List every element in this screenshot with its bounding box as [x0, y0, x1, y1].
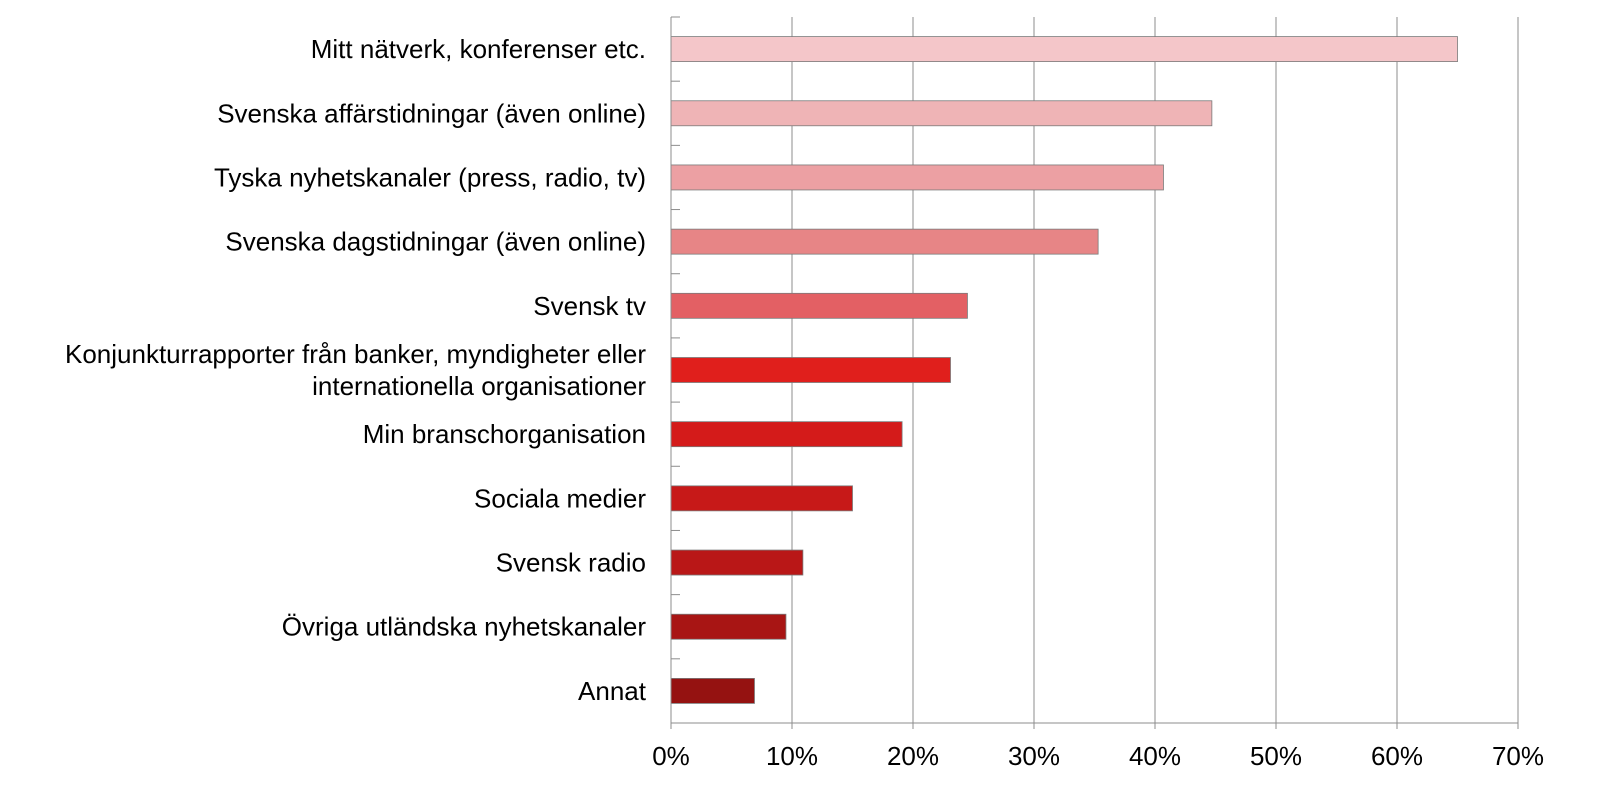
bar — [670, 421, 903, 448]
x-tick-labels: 0% 10% 20% 30% 40% 50% 60% 70% — [652, 741, 1544, 771]
bar — [670, 357, 951, 383]
category-label: Svensk radio — [496, 548, 646, 578]
x-tick-label: 60% — [1371, 741, 1423, 771]
x-tick-label: 70% — [1492, 741, 1544, 771]
bar — [670, 549, 804, 576]
bar — [670, 292, 968, 319]
x-tick-label: 30% — [1008, 741, 1060, 771]
x-tick-label: 40% — [1129, 741, 1181, 771]
category-label: Konjunkturrapporter från banker, myndigh… — [65, 339, 646, 401]
category-label: Sociala medier — [474, 483, 646, 513]
bar — [670, 164, 1164, 191]
bar — [670, 485, 853, 512]
category-label: Annat — [578, 676, 647, 706]
x-tick-label: 20% — [887, 741, 939, 771]
gridlines — [791, 17, 1519, 723]
category-label: Mitt nätverk, konferenser etc. — [311, 34, 646, 64]
x-tick-label: 50% — [1250, 741, 1302, 771]
axes — [670, 16, 1519, 729]
bar — [670, 36, 1458, 62]
bar — [670, 613, 787, 640]
category-labels: Mitt nätverk, konferenser etc. Svenska af… — [65, 34, 647, 706]
category-label: Tyska nyhetskanaler (press, radio, tv) — [214, 162, 646, 192]
bar — [670, 228, 1099, 255]
category-label: Svenska dagstidningar (även online) — [225, 227, 646, 257]
x-tick-label: 0% — [652, 741, 690, 771]
bars — [670, 36, 1458, 704]
category-label: Svenska affärstidningar (även online) — [217, 98, 646, 128]
category-label: Min branschorganisation — [363, 419, 646, 449]
bar — [670, 678, 755, 704]
bar — [670, 100, 1213, 127]
category-label: Svensk tv — [533, 291, 646, 321]
category-label: Övriga utländska nyhetskanaler — [282, 612, 647, 642]
x-tick-label: 10% — [766, 741, 818, 771]
